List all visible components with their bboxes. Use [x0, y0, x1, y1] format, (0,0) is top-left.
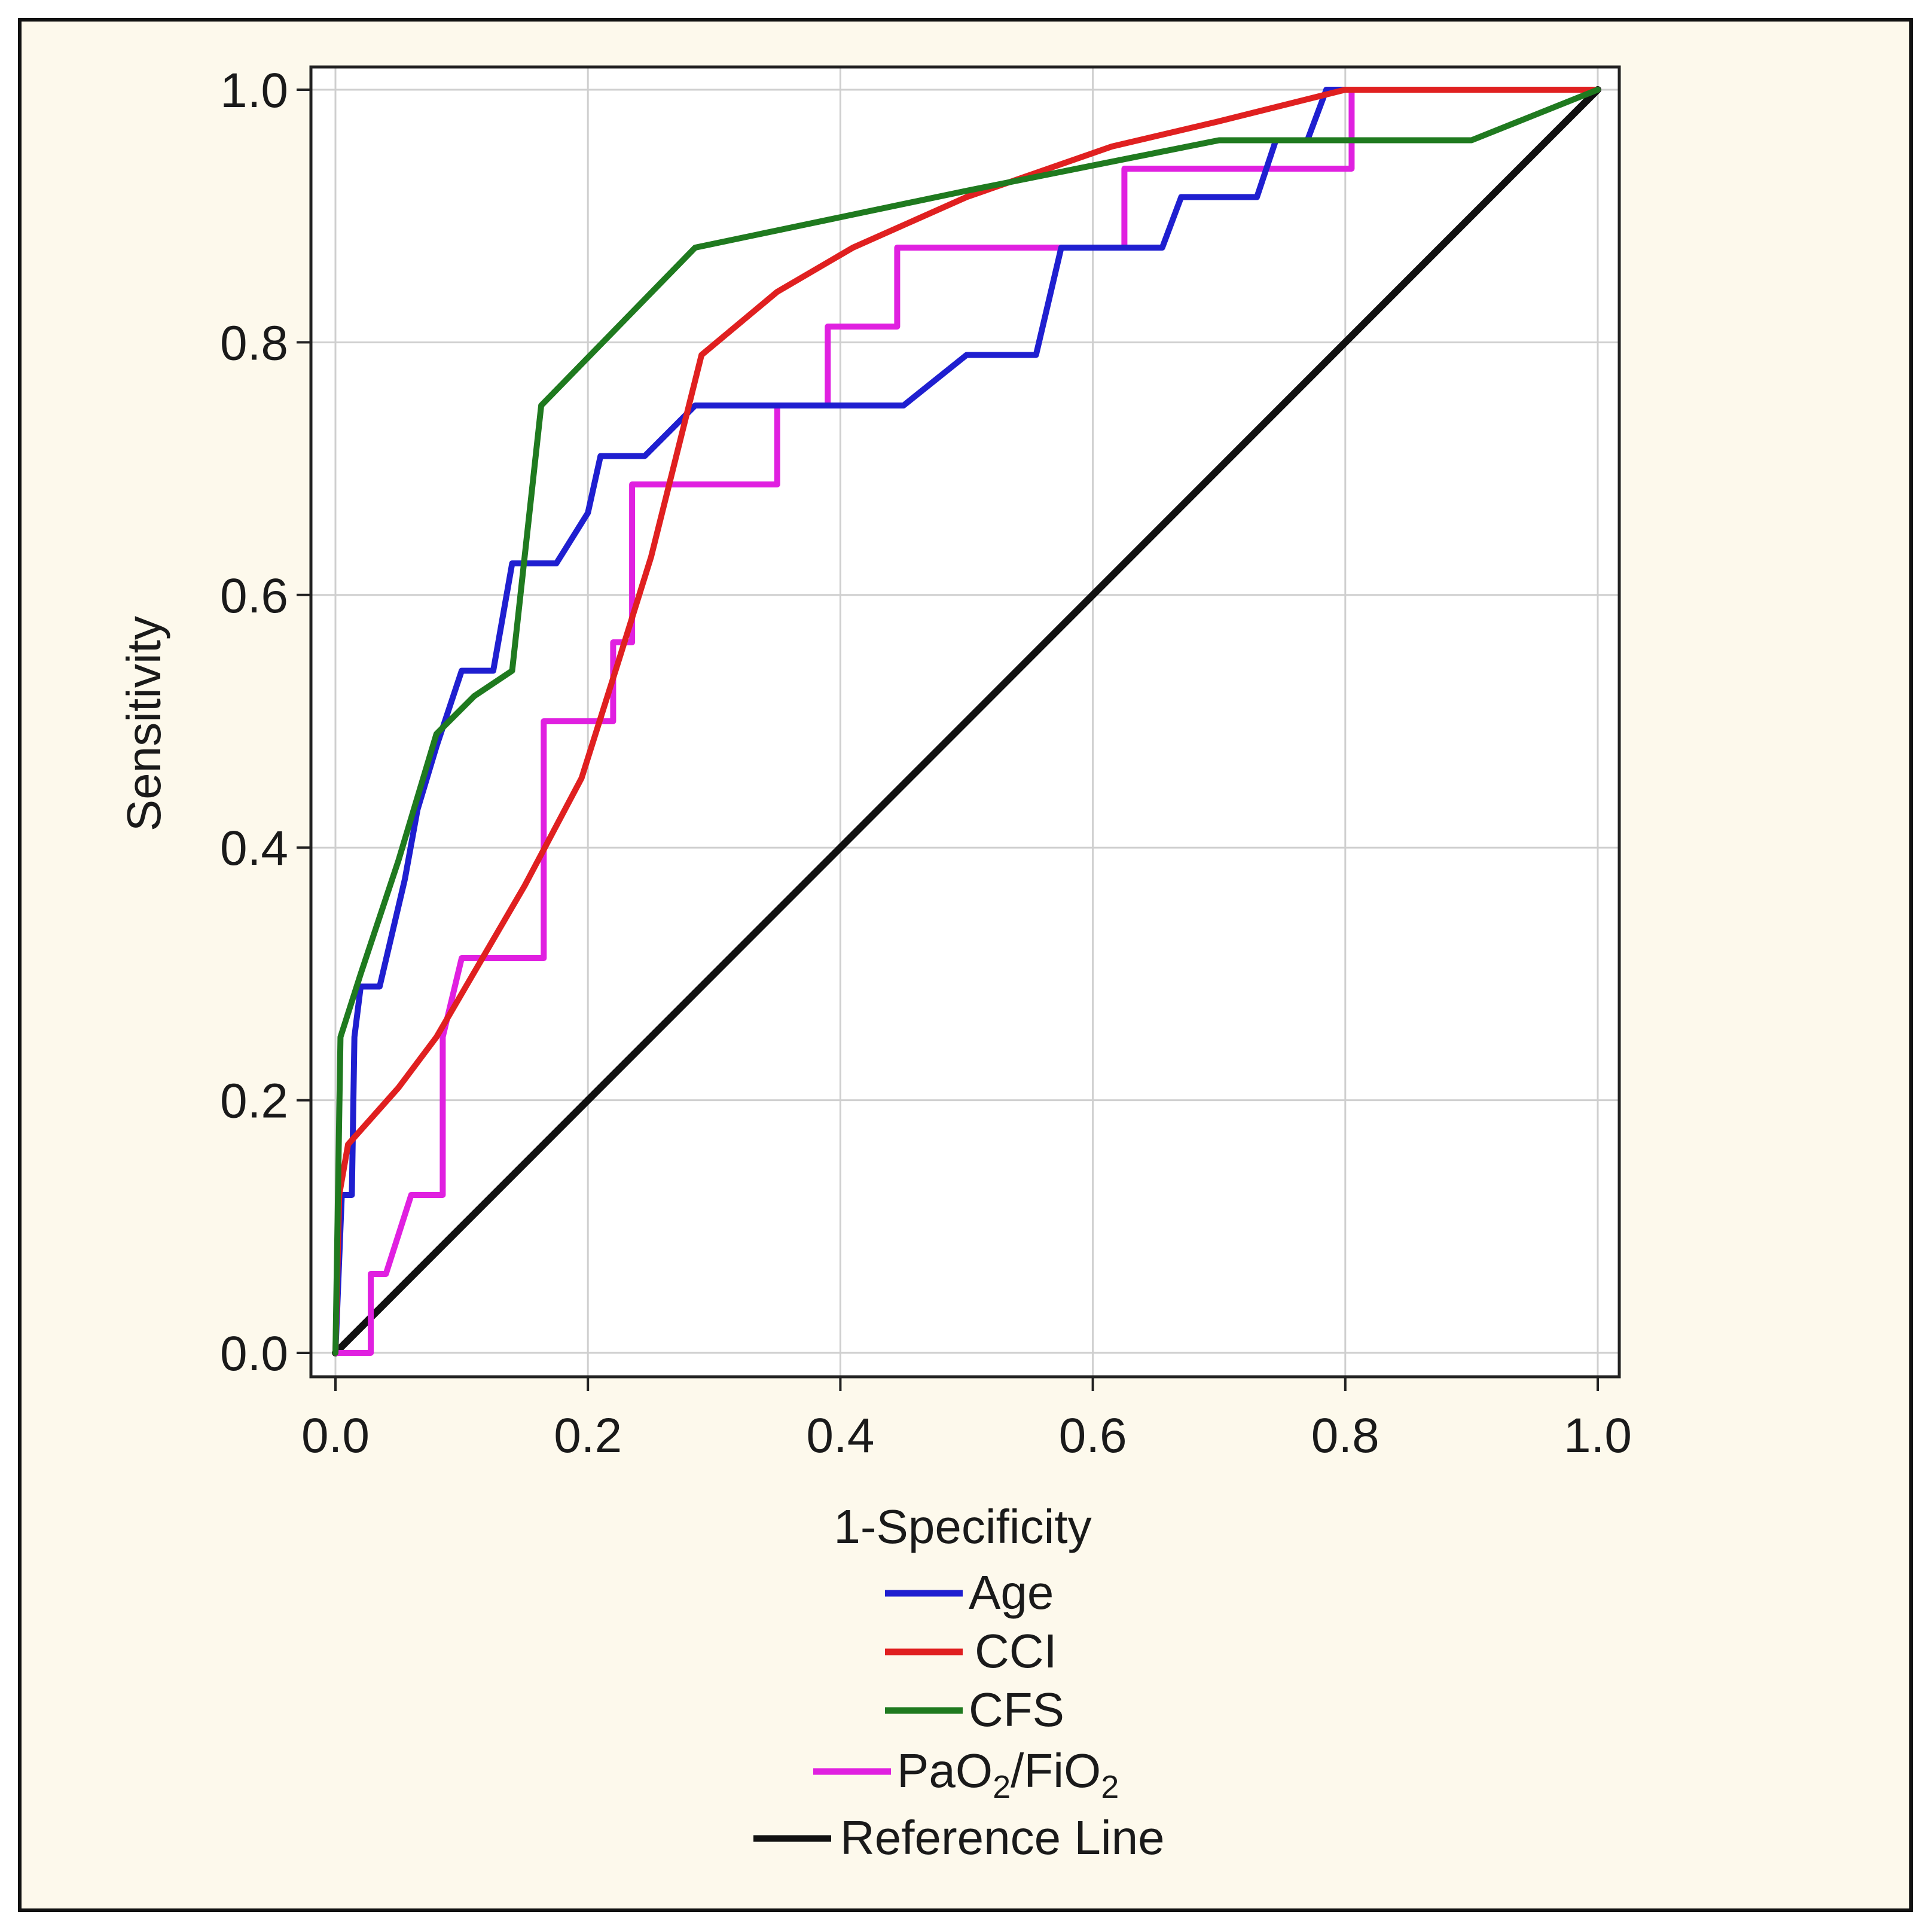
series-line-age: [332, 87, 1601, 1356]
series-group: [332, 86, 1601, 1356]
y-tick-label: 1.0: [220, 63, 288, 118]
series-line-cci: [332, 87, 1601, 1356]
legend-label-pao2-fio2: PaO2/FiO2: [897, 1744, 1119, 1805]
x-tick-label: 0.8: [1311, 1408, 1379, 1463]
x-tick-label: 0.6: [1059, 1408, 1127, 1463]
grid: [311, 67, 1619, 1377]
y-tick-label: 0.6: [220, 569, 288, 623]
legend-label-cci: CCI: [975, 1624, 1057, 1678]
ticks: [297, 89, 1599, 1391]
x-axis-title: 1-Specificity: [834, 1500, 1091, 1553]
series-line-reference-line: [332, 86, 1601, 1356]
legend-label-age: Age: [969, 1566, 1054, 1619]
y-tick-label: 0.0: [220, 1327, 288, 1381]
series-line-cfs: [332, 87, 1601, 1356]
x-tick-label: 0.4: [806, 1408, 874, 1463]
legend-label-reference-line: Reference Line: [840, 1811, 1165, 1864]
y-tick-label: 0.8: [220, 316, 288, 370]
plot-area-border: [309, 65, 1621, 1379]
tick-labels: 0.0 0.2 0.4 0.6 0.8 1.0 0.0 0.2 0.4 0.6 0.8 1.0: [220, 63, 1632, 1463]
x-tick-label: 0.2: [554, 1408, 622, 1463]
y-axis-title: Sensitivity: [117, 616, 170, 831]
y-tick-label: 0.2: [220, 1074, 288, 1129]
x-tick-label: 0.0: [301, 1408, 370, 1463]
y-tick-label: 0.4: [220, 821, 288, 876]
legend-label-cfs: CFS: [969, 1683, 1064, 1736]
x-tick-label: 1.0: [1564, 1408, 1632, 1463]
